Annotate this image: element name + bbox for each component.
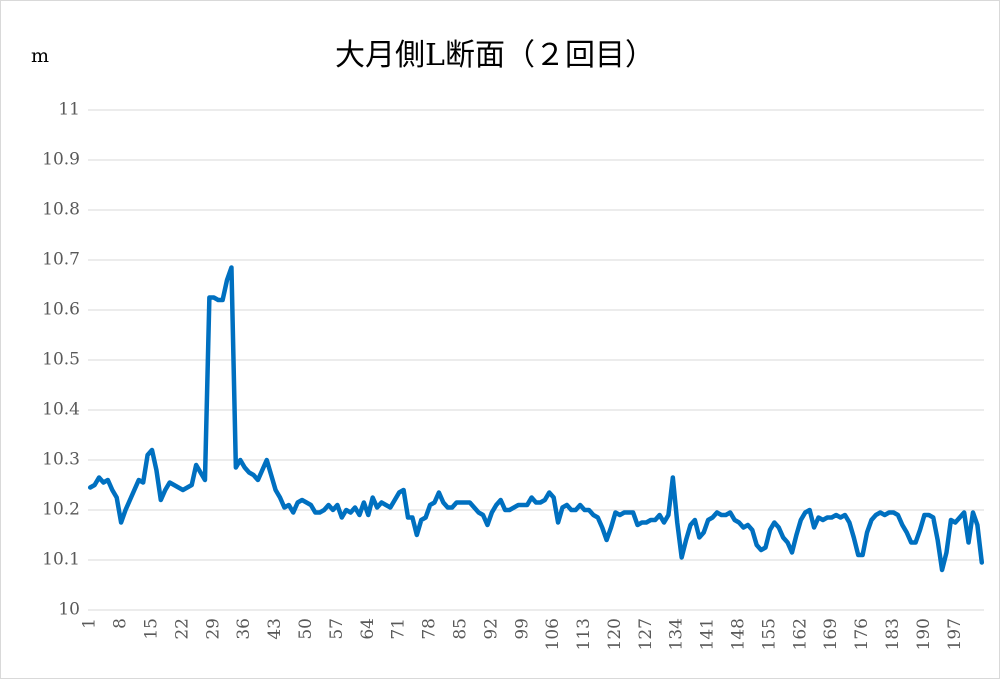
x-tick-label: 43 <box>265 618 285 640</box>
x-tick-label: 120 <box>605 618 625 650</box>
x-tick-label: 50 <box>296 618 316 640</box>
y-tick-label: 10.5 <box>42 350 80 370</box>
x-tick-label: 57 <box>327 618 347 640</box>
y-tick-label: 10.9 <box>42 150 80 170</box>
x-tick-label: 106 <box>543 618 563 650</box>
x-tick-label: 22 <box>172 618 192 640</box>
x-tick-label: 15 <box>142 618 162 640</box>
x-tick-label: 183 <box>883 618 903 650</box>
x-tick-label: 1 <box>80 618 100 629</box>
x-tick-label: 155 <box>759 618 779 650</box>
y-tick-label: 10 <box>58 600 80 620</box>
x-tick-label: 169 <box>821 618 841 650</box>
x-tick-label: 36 <box>234 618 254 640</box>
y-tick-label: 10.3 <box>42 450 80 470</box>
x-tick-label: 99 <box>512 618 532 640</box>
y-tick-label: 11 <box>58 100 80 120</box>
y-tick-label: 10.7 <box>42 250 80 270</box>
chart-title: 大月側L断面（２回目） <box>335 38 655 73</box>
x-tick-label: 85 <box>450 618 470 640</box>
x-tick-label: 148 <box>729 618 749 650</box>
x-tick-label: 64 <box>358 618 378 640</box>
x-tick-label: 134 <box>667 618 687 650</box>
x-tick-label: 92 <box>481 618 501 640</box>
x-tick-label: 162 <box>790 618 810 650</box>
y-tick-label: 10.2 <box>42 500 80 520</box>
x-tick-label: 8 <box>111 618 131 629</box>
y-axis-label: m <box>31 45 49 67</box>
y-tick-label: 10.8 <box>42 200 80 220</box>
x-tick-label: 127 <box>636 618 656 650</box>
x-tick-label: 190 <box>914 618 934 650</box>
x-tick-label: 141 <box>698 618 718 650</box>
x-tick-label: 29 <box>203 618 223 640</box>
data-line <box>87 265 985 573</box>
x-tick-label: 197 <box>945 618 965 650</box>
x-tick-label: 78 <box>420 618 440 640</box>
x-tick-label: 176 <box>852 618 872 650</box>
y-tick-label: 10.1 <box>42 550 80 570</box>
x-tick-label: 71 <box>389 618 409 640</box>
y-tick-label: 10.4 <box>42 400 80 420</box>
x-tick-label: 113 <box>574 618 594 650</box>
y-tick-label: 10.6 <box>42 300 80 320</box>
